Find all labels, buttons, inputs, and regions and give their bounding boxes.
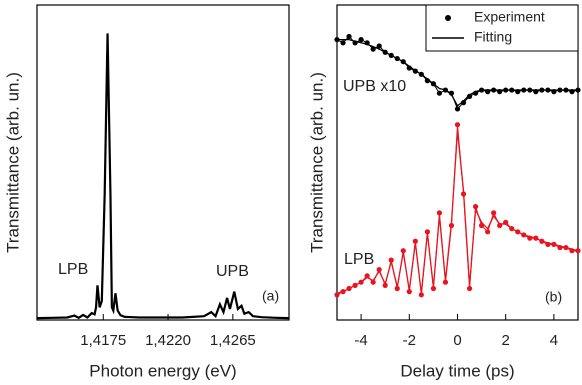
annotation: LPB bbox=[58, 261, 88, 278]
x-axis-title: Delay time (ps) bbox=[400, 361, 514, 380]
annotation: UPB bbox=[216, 263, 249, 280]
x-tick-label: 2 bbox=[502, 332, 510, 349]
annotation: LPB bbox=[344, 251, 374, 268]
plot-frame bbox=[36, 4, 290, 321]
x-tick-label: 0 bbox=[453, 332, 461, 349]
y-axis-title: Transmittance (arb. un.) bbox=[3, 72, 22, 253]
legend-label: Fitting bbox=[474, 29, 512, 45]
series-line bbox=[337, 39, 578, 107]
y-axis-title: Transmittance (arb. un.) bbox=[307, 72, 326, 253]
legend-box bbox=[425, 4, 579, 52]
x-tick-label: -2 bbox=[403, 332, 416, 349]
connector bbox=[336, 124, 578, 296]
annotation: UPB x10 bbox=[343, 78, 406, 95]
legend-marker bbox=[445, 15, 451, 21]
series-line bbox=[36, 33, 290, 320]
x-tick-label: 1,4265 bbox=[210, 332, 256, 349]
connector bbox=[336, 35, 579, 110]
x-tick-label: -4 bbox=[354, 332, 367, 349]
x-tick-label: 1,4220 bbox=[145, 332, 191, 349]
annotation: (b) bbox=[545, 289, 562, 305]
x-tick-label: 4 bbox=[550, 332, 558, 349]
annotation: (a) bbox=[262, 288, 279, 304]
plot-frame bbox=[336, 4, 579, 321]
legend-label: Experiment bbox=[474, 9, 545, 25]
x-tick-label: 1,4175 bbox=[80, 332, 126, 349]
x-axis-title: Photon energy (eV) bbox=[89, 361, 236, 380]
series-line bbox=[336, 130, 579, 294]
